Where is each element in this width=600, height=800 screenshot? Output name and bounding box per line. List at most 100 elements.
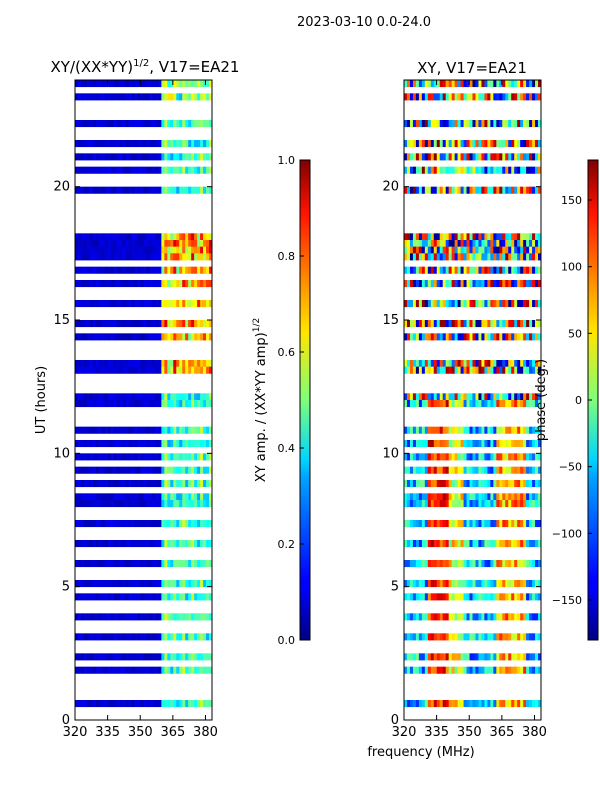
heatmap-cell [149, 360, 153, 368]
heatmap-cell [170, 93, 174, 101]
heatmap-cell [194, 500, 198, 508]
heatmap-cell [424, 280, 429, 288]
heatmap-cell [95, 480, 100, 488]
heatmap-cell [511, 633, 515, 641]
heatmap-cell [415, 493, 420, 501]
heatmap-cell [472, 320, 476, 328]
heatmap-cell [520, 253, 524, 261]
heatmap-cell [487, 240, 491, 248]
heatmap-cell [131, 700, 135, 708]
heatmap-cell [421, 666, 426, 674]
heatmap-cell [176, 560, 180, 568]
heatmap-cell [478, 666, 482, 674]
heatmap-cell [484, 393, 488, 401]
heatmap-cell [101, 653, 106, 661]
heatmap-cell [421, 560, 426, 568]
heatmap-cell [155, 153, 159, 161]
heatmap-cell [164, 93, 168, 101]
heatmap-cell [460, 280, 464, 288]
heatmap-cell [505, 400, 509, 408]
heatmap-cell [101, 480, 106, 488]
heatmap-cell [131, 493, 135, 501]
heatmap-cell [149, 440, 153, 448]
heatmap-cell [77, 153, 82, 161]
heatmap-cell [433, 366, 438, 374]
heatmap-cell [430, 633, 435, 641]
heatmap-cell [107, 93, 112, 101]
heatmap-cell [436, 666, 441, 674]
x-tick-label: 380 [193, 725, 218, 740]
heatmap-cell [140, 500, 144, 508]
heatmap-cell [496, 186, 500, 194]
heatmap-cell [182, 166, 186, 174]
heatmap-cell [412, 653, 417, 661]
heatmap-cell [110, 186, 115, 194]
colorbar-tick-label: −100 [552, 527, 582, 540]
heatmap-cell [490, 633, 494, 641]
heatmap-cell [523, 233, 527, 241]
x-tick-label: 320 [392, 725, 417, 740]
heatmap-cell [436, 480, 441, 488]
heatmap-cell [475, 520, 479, 528]
heatmap-cell [206, 266, 210, 274]
heatmap-cell [185, 320, 189, 328]
heatmap-cell [77, 400, 82, 408]
heatmap-cell [529, 280, 533, 288]
heatmap-cell [418, 633, 423, 641]
heatmap-cell [505, 93, 509, 101]
heatmap-cell [119, 613, 124, 621]
heatmap-cell [508, 153, 512, 161]
heatmap-cell [149, 186, 153, 194]
heatmap-cell [499, 700, 503, 708]
heatmap-cell [104, 320, 109, 328]
heatmap-cell [496, 333, 500, 341]
heatmap-cell [164, 426, 168, 434]
heatmap-cell [143, 360, 147, 368]
heatmap-cell [415, 613, 420, 621]
heatmap-cell [523, 426, 527, 434]
heatmap-cell [149, 560, 153, 568]
heatmap-cell [457, 653, 461, 661]
heatmap-cell [406, 653, 411, 661]
heatmap-cell [77, 493, 82, 501]
heatmap-cell [185, 266, 189, 274]
heatmap-cell [200, 253, 204, 261]
heatmap-cell [409, 520, 414, 528]
heatmap-cell [203, 280, 207, 288]
heatmap-cell [146, 666, 150, 674]
heatmap-cell [409, 393, 414, 401]
heatmap-cell [529, 300, 533, 308]
heatmap-cell [167, 366, 171, 374]
heatmap-cell [110, 453, 115, 461]
heatmap-cell [140, 333, 144, 341]
colorbar-tick-label: 150 [561, 194, 582, 207]
heatmap-cell [131, 453, 135, 461]
heatmap-cell [514, 393, 518, 401]
heatmap-cell [173, 320, 177, 328]
heatmap-cell [526, 633, 530, 641]
heatmap-cell [523, 666, 527, 674]
heatmap-cell [98, 653, 103, 661]
heatmap-cell [122, 240, 127, 248]
heatmap-cell [469, 700, 473, 708]
heatmap-cell [95, 540, 100, 548]
heatmap-cell [137, 520, 141, 528]
heatmap-cell [436, 186, 441, 194]
heatmap-cell [463, 593, 467, 601]
heatmap-cell [75, 360, 79, 368]
heatmap-cell [161, 120, 165, 128]
heatmap-cell [424, 400, 429, 408]
heatmap-cell [418, 440, 423, 448]
heatmap-cell [80, 120, 85, 128]
heatmap-cell [520, 520, 524, 528]
heatmap-cell [451, 613, 456, 621]
heatmap-cell [427, 266, 432, 274]
heatmap-cell [140, 300, 144, 308]
heatmap-cell [404, 186, 408, 194]
heatmap-cell [451, 493, 456, 501]
heatmap-cell [134, 540, 138, 548]
heatmap-cell [110, 80, 115, 88]
heatmap-cell [152, 360, 156, 368]
heatmap-cell [167, 266, 171, 274]
heatmap-cell [155, 453, 159, 461]
